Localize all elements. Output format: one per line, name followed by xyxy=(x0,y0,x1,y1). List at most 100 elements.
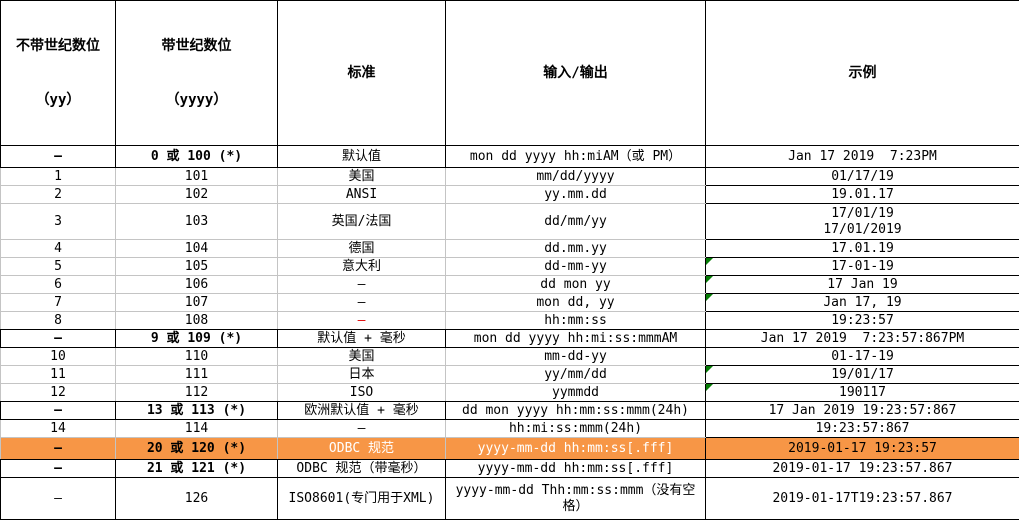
cell-yy-code: 6 xyxy=(1,276,116,294)
cell-example: 19/01/17 xyxy=(706,366,1019,384)
cell-yy-code: 11 xyxy=(1,366,116,384)
cell-standard: – xyxy=(278,420,446,438)
cell-format: hh:mm:ss xyxy=(446,312,706,330)
cell-yyyy-code: 104 xyxy=(116,240,278,258)
cell-format: dd mon yyyy hh:mm:ss:mmm(24h) xyxy=(446,402,706,420)
cell-yy-code: 2 xyxy=(1,186,116,204)
cell-format: yyyy-mm-dd Thh:mm:ss:mmm（没有空格） xyxy=(446,478,706,520)
cell-format: yyyy-mm-dd hh:mm:ss[.fff] xyxy=(446,460,706,478)
header-line: 不带世纪数位 xyxy=(3,37,113,55)
cell-format: mm/dd/yyyy xyxy=(446,168,706,186)
cell-format: hh:mi:ss:mmm(24h) xyxy=(446,420,706,438)
cell-format: dd/mm/yy xyxy=(446,204,706,240)
cell-format: dd mon yy xyxy=(446,276,706,294)
header-example: 示例 xyxy=(706,1,1019,146)
cell-yy-code: 7 xyxy=(1,294,116,312)
cell-example: Jan 17 2019 7:23:57:867PM xyxy=(706,330,1019,348)
cell-format: mm-dd-yy xyxy=(446,348,706,366)
cell-yyyy-code: 105 xyxy=(116,258,278,276)
cell-yy-code: – xyxy=(1,330,116,348)
cell-yyyy-code: 0 或 100 (*) xyxy=(116,146,278,168)
cell-example: 17 Jan 19 xyxy=(706,276,1019,294)
cell-example: Jan 17 2019 7:23PM xyxy=(706,146,1019,168)
cell-example: 17 Jan 2019 19:23:57:867 xyxy=(706,402,1019,420)
header-line: （yyyy） xyxy=(118,91,275,109)
cell-example: 2019-01-17 19:23:57 xyxy=(706,438,1019,460)
cell-yyyy-code: 13 或 113 (*) xyxy=(116,402,278,420)
cell-yy-code: 10 xyxy=(1,348,116,366)
cell-yy-code: 4 xyxy=(1,240,116,258)
cell-format: yy/mm/dd xyxy=(446,366,706,384)
cell-yy-code: 8 xyxy=(1,312,116,330)
cell-yy-code: – xyxy=(1,478,116,520)
cell-standard: 欧洲默认值 + 毫秒 xyxy=(278,402,446,420)
header-row: 不带世纪数位 （yy） 带世纪数位 （yyyy） 标准 输入/输出 示例 xyxy=(1,1,1019,146)
header-line: （yy） xyxy=(3,91,113,109)
header-input-output: 输入/输出 xyxy=(446,1,706,146)
header-without-century: 不带世纪数位 （yy） xyxy=(1,1,116,146)
table-row: –21 或 121 (*)ODBC 规范（带毫秒）yyyy-mm-dd hh:m… xyxy=(1,460,1019,478)
cell-standard: 德国 xyxy=(278,240,446,258)
cell-standard: 意大利 xyxy=(278,258,446,276)
cell-format: yyyy-mm-dd hh:mm:ss[.fff] xyxy=(446,438,706,460)
cell-yy-code: 5 xyxy=(1,258,116,276)
cell-example: 190117 xyxy=(706,384,1019,402)
header-standard: 标准 xyxy=(278,1,446,146)
cell-yyyy-code: 110 xyxy=(116,348,278,366)
cell-standard: 英国/法国 xyxy=(278,204,446,240)
cell-format: yymmdd xyxy=(446,384,706,402)
cell-standard: 默认值 xyxy=(278,146,446,168)
cell-standard: 默认值 + 毫秒 xyxy=(278,330,446,348)
cell-yy-code: – xyxy=(1,146,116,168)
cell-yy-code: – xyxy=(1,438,116,460)
cell-standard: ODBC 规范 xyxy=(278,438,446,460)
example-line: 17/01/19 xyxy=(708,206,1017,222)
cell-standard: – xyxy=(278,276,446,294)
cell-yy-code: 14 xyxy=(1,420,116,438)
cell-yyyy-code: 114 xyxy=(116,420,278,438)
cell-yyyy-code: 108 xyxy=(116,312,278,330)
cell-yy-code: – xyxy=(1,402,116,420)
cell-example: 01/17/19 xyxy=(706,168,1019,186)
green-corner-icon xyxy=(706,384,713,391)
cell-standard: ISO8601(专门用于XML) xyxy=(278,478,446,520)
cell-standard: 日本 xyxy=(278,366,446,384)
cell-format: yy.mm.dd xyxy=(446,186,706,204)
cell-standard: ODBC 规范（带毫秒） xyxy=(278,460,446,478)
cell-format: mon dd, yy xyxy=(446,294,706,312)
cell-yyyy-code: 111 xyxy=(116,366,278,384)
cell-standard: 美国 xyxy=(278,348,446,366)
cell-format: mon dd yyyy hh:mi:ss:mmmAM xyxy=(446,330,706,348)
cell-yyyy-code: 112 xyxy=(116,384,278,402)
cell-standard: – xyxy=(278,294,446,312)
cell-yyyy-code: 21 或 121 (*) xyxy=(116,460,278,478)
example-line: 17/01/2019 xyxy=(708,222,1017,238)
cell-format: dd-mm-yy xyxy=(446,258,706,276)
cell-yyyy-code: 126 xyxy=(116,478,278,520)
green-corner-icon xyxy=(706,258,713,265)
cell-yyyy-code: 106 xyxy=(116,276,278,294)
cell-standard: ISO xyxy=(278,384,446,402)
header-line: 带世纪数位 xyxy=(118,37,275,55)
cell-yy-code: 1 xyxy=(1,168,116,186)
green-corner-icon xyxy=(706,276,713,283)
cell-yy-code: – xyxy=(1,460,116,478)
cell-yyyy-code: 101 xyxy=(116,168,278,186)
cell-example: 2019-01-17 19:23:57.867 xyxy=(706,460,1019,478)
